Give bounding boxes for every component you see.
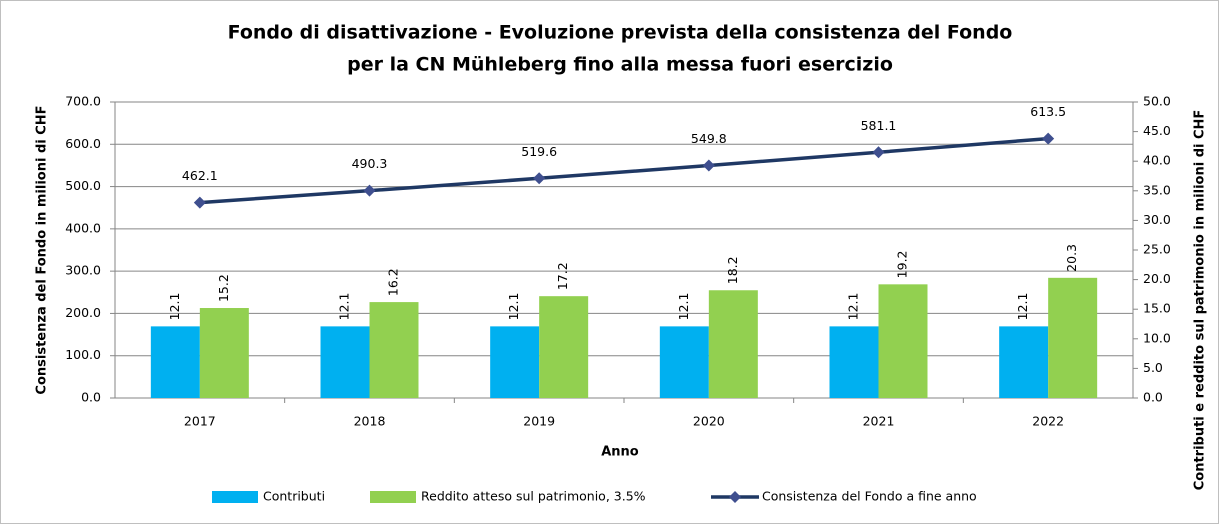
x-tick-label: 2021 (863, 414, 895, 429)
y2-tick-label: 25.0 (1143, 242, 1171, 257)
marker (1042, 132, 1055, 145)
data-label: 18.2 (725, 256, 740, 284)
bar (1048, 277, 1098, 398)
bar (708, 290, 758, 398)
data-label: 12.1 (337, 293, 352, 321)
marker (533, 172, 546, 185)
data-label: 12.1 (676, 293, 691, 321)
y-tick-label: 700.0 (65, 94, 101, 109)
legend-label: Consistenza del Fondo a fine anno (762, 489, 977, 504)
bar (659, 326, 709, 398)
bar (539, 296, 589, 398)
x-tick-label: 2019 (523, 414, 555, 429)
y2-axis-title: Contributi e reddito sul patrimonio in m… (1193, 110, 1208, 491)
marker (872, 146, 885, 159)
x-axis-title: Anno (601, 445, 639, 460)
line (199, 136, 1049, 205)
y-tick-label: 0.0 (81, 390, 101, 405)
y2-tick-label: 35.0 (1143, 182, 1171, 197)
bar (829, 326, 879, 398)
data-label: 490.3 (352, 156, 388, 171)
y-tick-label: 300.0 (65, 263, 101, 278)
data-label: 12.1 (846, 293, 861, 321)
y-tick-label: 400.0 (65, 220, 101, 235)
data-label: 519.6 (521, 144, 557, 159)
x-tick-label: 2018 (354, 414, 386, 429)
data-label: 12.1 (167, 293, 182, 321)
y-axis-title: Consistenza del Fondo in milioni di CHF (35, 105, 50, 394)
y2-tick-label: 0.0 (1143, 390, 1163, 405)
marker (702, 159, 715, 172)
legend-swatch (370, 491, 416, 503)
bar (320, 326, 370, 398)
data-label: 16.2 (386, 268, 401, 296)
y2-tick-label: 5.0 (1143, 360, 1163, 375)
data-label: 19.2 (895, 250, 910, 278)
data-label: 20.3 (1064, 244, 1079, 272)
marker (193, 196, 206, 209)
y2-tick-label: 40.0 (1143, 153, 1171, 168)
data-label: 613.5 (1030, 104, 1066, 119)
y2-tick-label: 20.0 (1143, 271, 1171, 286)
legend-label: Reddito atteso sul patrimonio, 3.5% (421, 489, 646, 504)
bar (150, 326, 200, 398)
x-tick-label: 2022 (1032, 414, 1064, 429)
bar (369, 302, 419, 398)
y2-tick-label: 30.0 (1143, 212, 1171, 227)
data-label: 581.1 (861, 118, 897, 133)
data-label: 12.1 (506, 293, 521, 321)
data-label: 17.2 (555, 262, 570, 290)
y-tick-label: 600.0 (65, 136, 101, 151)
y-tick-label: 100.0 (65, 347, 101, 362)
legend-label: Contributi (263, 489, 325, 504)
x-tick-label: 2020 (693, 414, 725, 429)
bar (878, 284, 928, 398)
bar (490, 326, 540, 398)
y-tick-label: 200.0 (65, 305, 101, 320)
data-label: 15.2 (216, 274, 231, 302)
chart-title: Fondo di disattivazione - Evoluzione pre… (228, 22, 1013, 44)
bar (199, 308, 249, 398)
data-label: 12.1 (1015, 293, 1030, 321)
legend-swatch (212, 491, 258, 503)
y2-tick-label: 50.0 (1143, 94, 1171, 109)
x-tick-label: 2017 (184, 414, 216, 429)
chart-title: per la CN Mühleberg fino alla messa fuor… (347, 54, 893, 76)
marker (363, 184, 376, 197)
y2-tick-label: 15.0 (1143, 301, 1171, 316)
y-tick-label: 500.0 (65, 178, 101, 193)
data-label: 549.8 (691, 131, 727, 146)
bar (999, 326, 1049, 398)
y2-tick-label: 10.0 (1143, 330, 1171, 345)
data-label: 462.1 (182, 168, 218, 183)
y2-tick-label: 45.0 (1143, 123, 1171, 138)
legend-swatch (729, 491, 741, 503)
